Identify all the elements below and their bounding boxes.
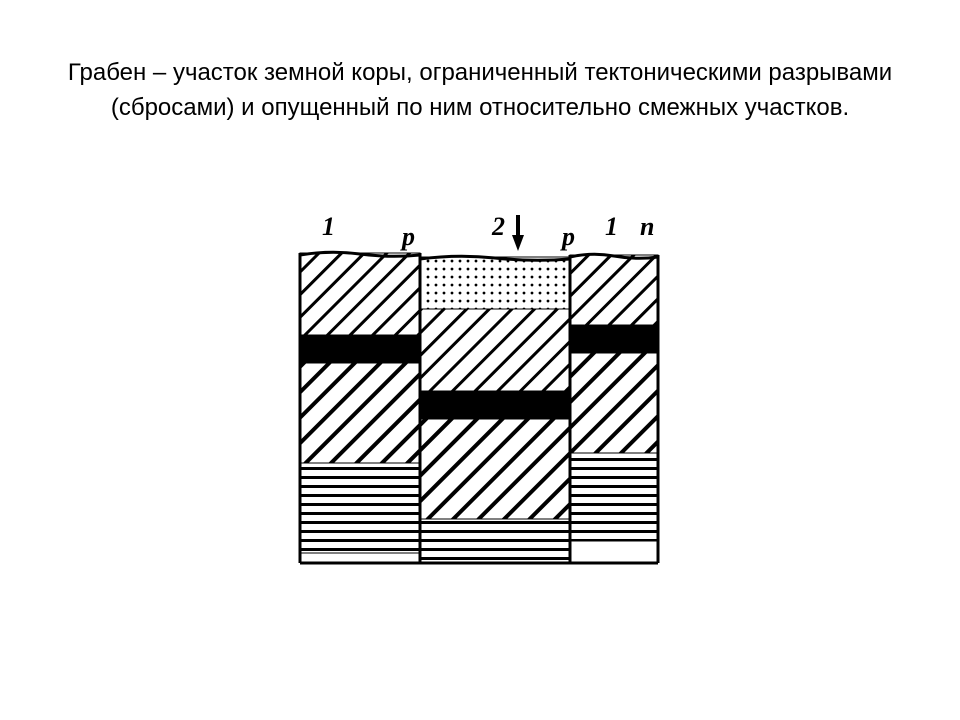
diagram-label-l-1a: 1 (322, 212, 335, 241)
layer-right-diag1 (570, 255, 658, 325)
layer-right-solid (570, 325, 658, 353)
diagram-label-l-1b: 1 (605, 212, 618, 241)
layer-center-horiz (420, 519, 570, 563)
layer-center-dots (420, 257, 570, 309)
layer-center-diag1 (420, 309, 570, 391)
layer-center-solid (420, 391, 570, 419)
diagram-label-l-p2: p (560, 222, 575, 251)
diagram-label-l-2: 2 (491, 212, 505, 241)
layer-left-diag1 (300, 253, 420, 335)
layer-right-horiz (570, 453, 658, 541)
layer-left-horiz (300, 463, 420, 553)
page: Грабен – участок земной коры, ограниченн… (0, 0, 960, 720)
diagram-label-l-p1: p (400, 222, 415, 251)
layer-center-diag2 (420, 419, 570, 519)
page-title: Грабен – участок земной коры, ограниченн… (0, 56, 960, 126)
graben-diagram: 1p2p1п (240, 185, 720, 625)
layer-left-diag2 (300, 363, 420, 463)
diagram-container: 1p2p1п (0, 185, 960, 625)
layer-left-solid (300, 335, 420, 363)
diagram-label-l-n: п (640, 212, 654, 241)
layer-right-diag2 (570, 353, 658, 453)
